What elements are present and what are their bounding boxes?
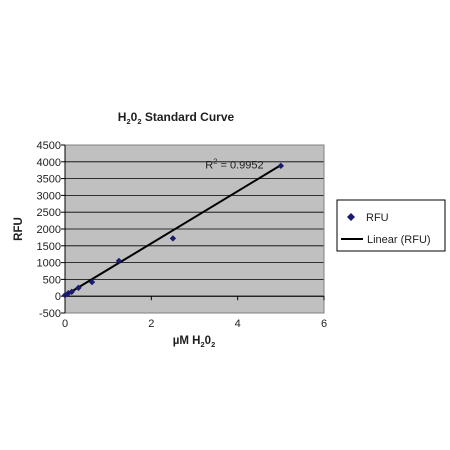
y-tick-label: 4000 (37, 157, 61, 169)
y-tick-labels: -500 0 500 1000 1500 2000 2500 3000 3500 4000 4500 (37, 140, 61, 320)
y-tick-label: 500 (43, 274, 61, 286)
data-points (61, 162, 285, 299)
y-tick-label: 3500 (37, 174, 61, 186)
chart-title: H202 Standard Curve (118, 110, 235, 126)
legend-box (336, 199, 446, 252)
y-tick-label: 1500 (37, 241, 61, 253)
data-point (75, 284, 82, 291)
data-point (68, 288, 75, 296)
x-tick-label: 2 (148, 318, 154, 330)
r-squared-annotation: R2 = 0.9952 (205, 157, 263, 172)
x-tick-labels: 0 2 4 6 (62, 318, 327, 330)
trendline (64, 164, 282, 297)
data-point (277, 162, 285, 170)
x-tick-label: 4 (235, 318, 241, 330)
x-tick-label: 6 (321, 318, 327, 330)
x-tick-label: 0 (62, 318, 68, 330)
y-tick-label: 3000 (37, 190, 61, 202)
data-point (169, 235, 177, 242)
axes (61, 144, 325, 314)
legend-label-linear: Linear (RFU) (367, 234, 431, 246)
legend-label-rfu: RFU (366, 212, 389, 224)
data-point (88, 278, 96, 286)
legend: RFU Linear (RFU) (336, 199, 446, 252)
y-tick-label: 2000 (37, 224, 61, 236)
y-axis-title: RFU (13, 217, 25, 241)
y-tick-label: 1000 (37, 258, 61, 270)
y-tick-label: 2500 (37, 207, 61, 219)
x-axis-title: µM H202 (173, 335, 215, 349)
y-tick-label: 4500 (37, 140, 61, 152)
y-tick-label: 0 (55, 291, 61, 303)
y-tick-label: -500 (39, 308, 61, 320)
data-point (115, 257, 123, 265)
trendline-linear (64, 164, 282, 297)
legend-marker-rfu (347, 213, 355, 221)
